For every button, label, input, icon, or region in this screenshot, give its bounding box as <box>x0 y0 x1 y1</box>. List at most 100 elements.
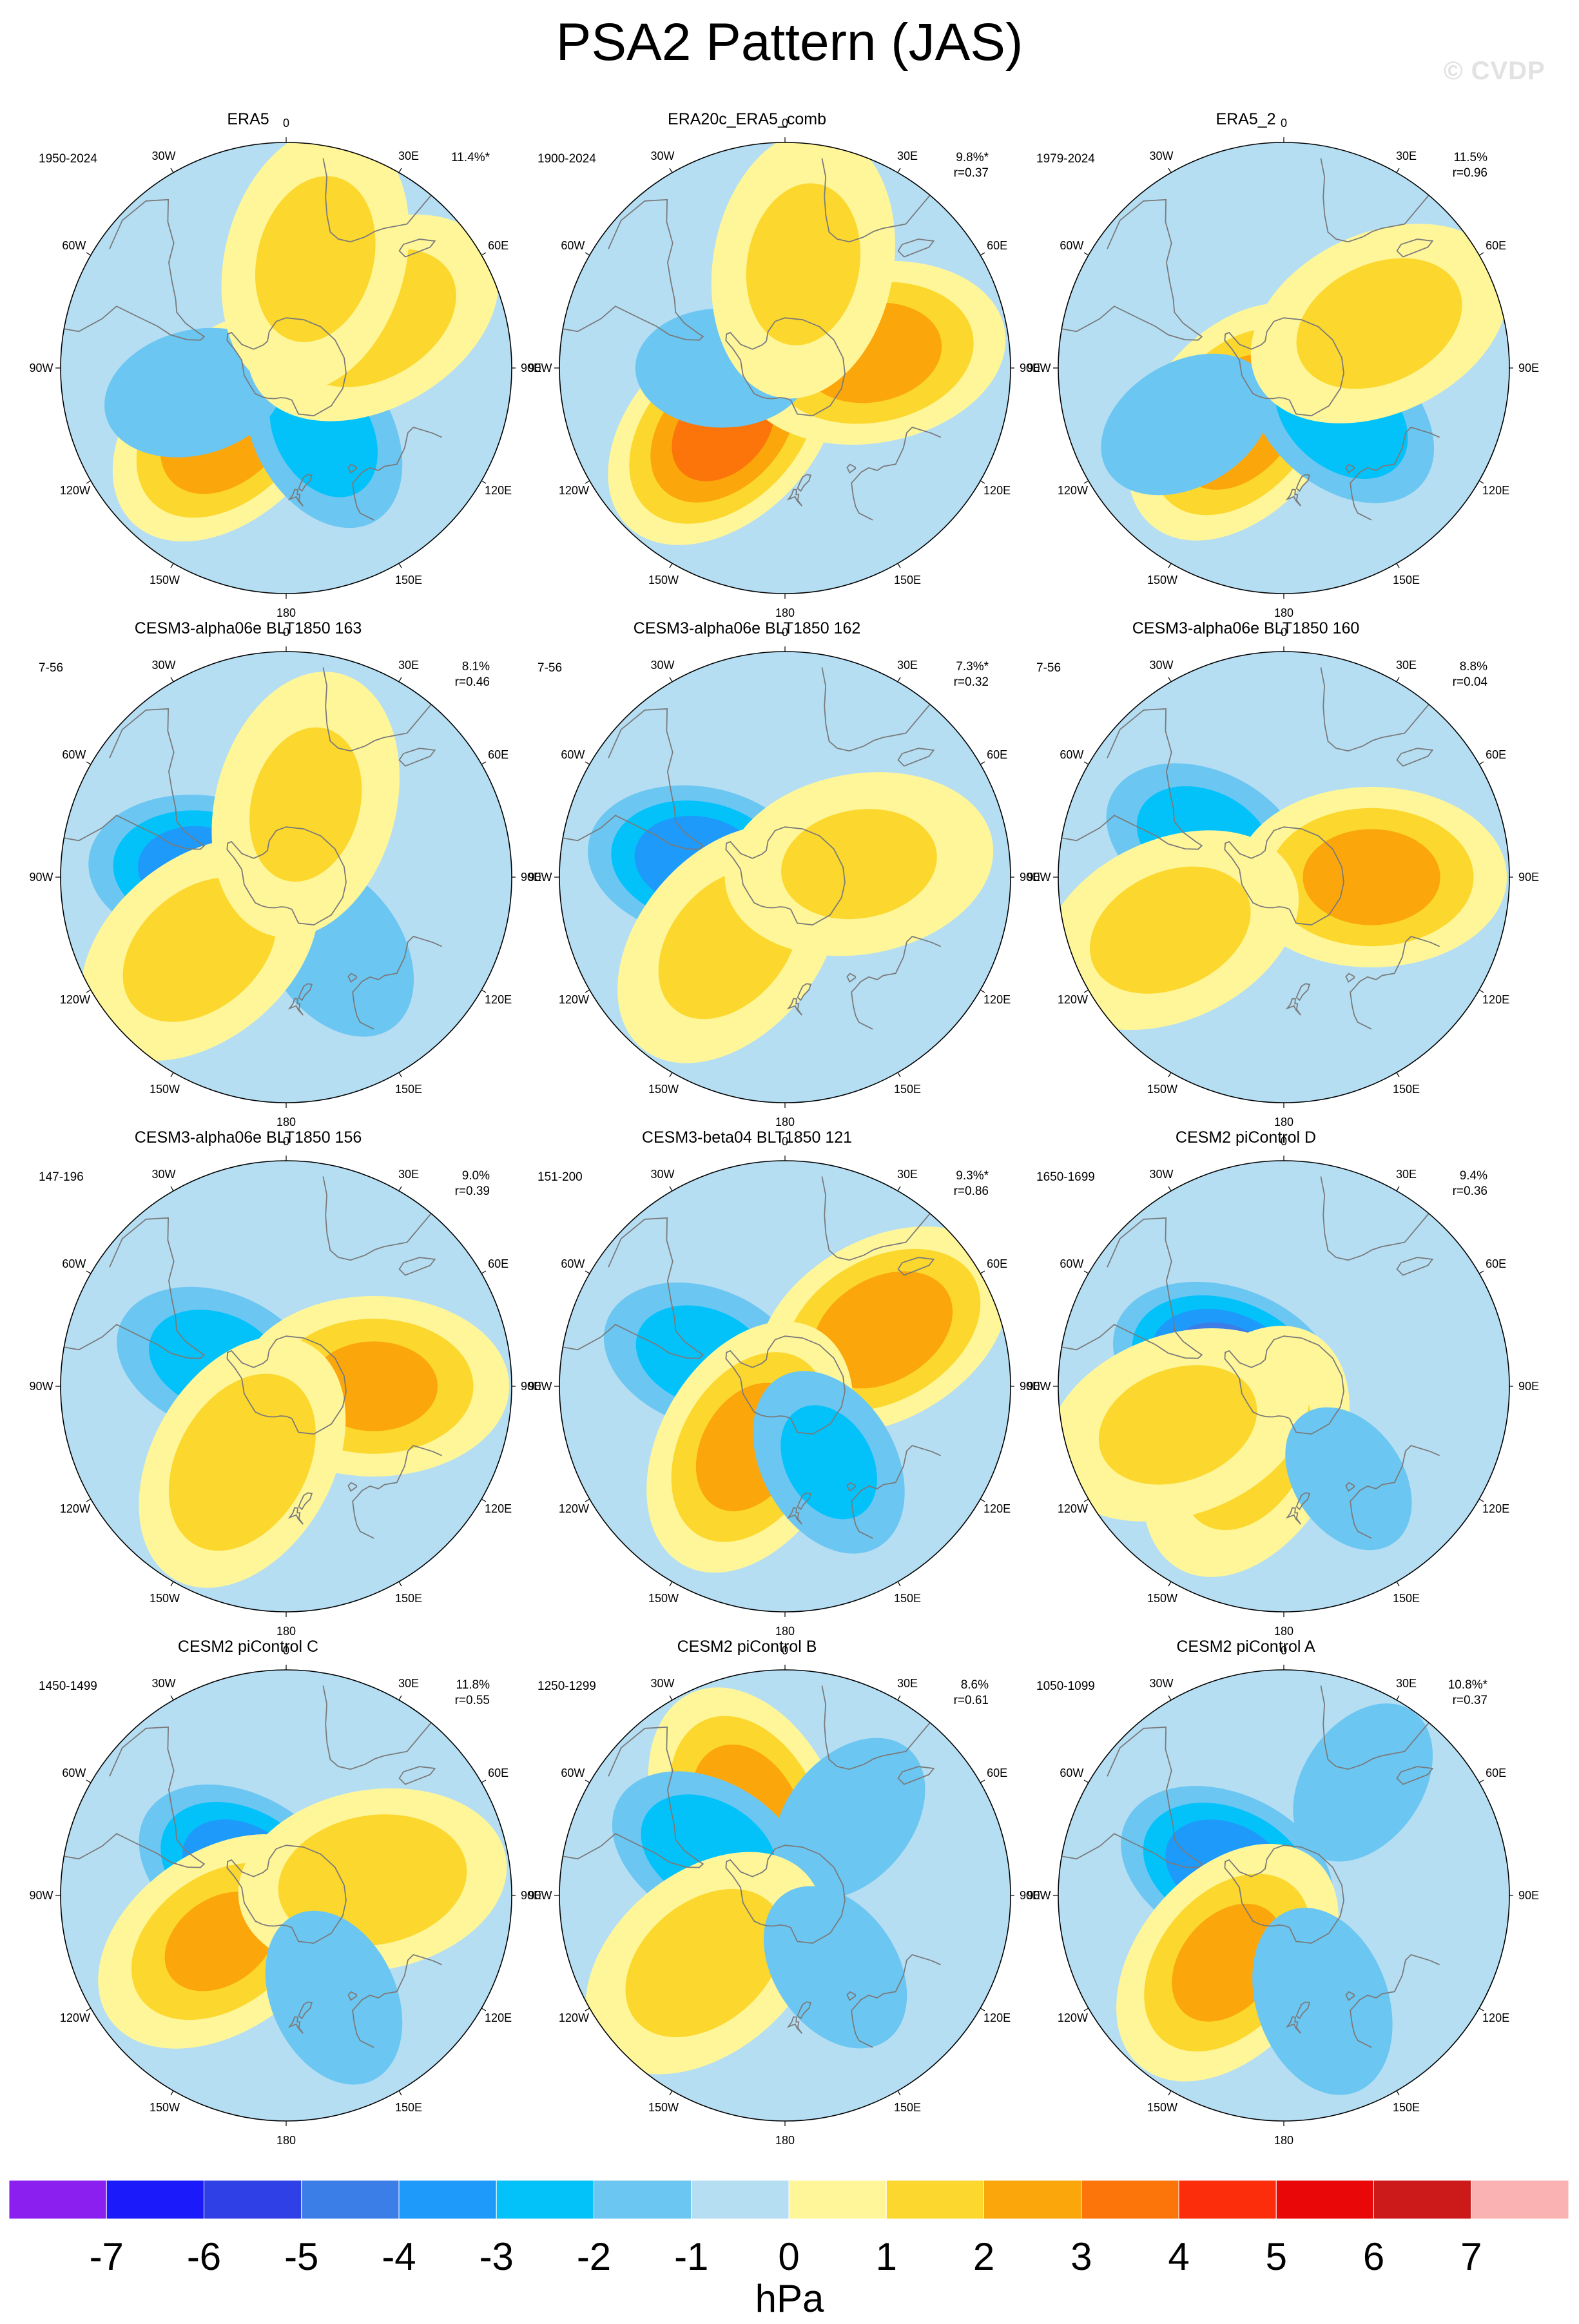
longitude-label: 90E <box>1518 1380 1540 1393</box>
longitude-label: 30W <box>650 1167 675 1181</box>
longitude-label: 120W <box>1057 2011 1088 2024</box>
panel-title: CESM2 piControl C <box>177 1638 319 1656</box>
longitude-label: 30W <box>650 658 675 672</box>
positive-anomaly <box>1098 1365 1257 1485</box>
panel-title: CESM3-beta04 BLT1850 121 <box>641 1128 853 1147</box>
longitude-label: 60W <box>561 1257 585 1270</box>
coastline <box>398 238 436 258</box>
coastline <box>1295 2001 1311 2020</box>
coastline <box>1396 1257 1434 1276</box>
longitude-label: 30E <box>398 149 420 162</box>
map-panel: CESM3-alpha06e BLT1850 156 0 30E 60E 90E 120E… <box>0 1128 541 1638</box>
coastline <box>1345 1991 1355 2001</box>
longitude-label: 60W <box>1060 239 1084 252</box>
coastline <box>287 2016 304 2034</box>
coastline <box>563 199 704 341</box>
longitude-label: 30W <box>151 1676 176 1690</box>
coastline <box>1061 1217 1203 1359</box>
colorbar-tick-label: -6 <box>186 2235 222 2278</box>
longitude-label: 150W <box>648 2101 679 2115</box>
coastline <box>398 748 436 767</box>
coastline <box>64 1217 206 1359</box>
coastline <box>725 1845 846 1944</box>
longitude-label: 90W <box>528 1889 552 1902</box>
variance-explained: 9.0% <box>461 1169 490 1183</box>
longitude-label: 120E <box>1482 2011 1510 2024</box>
negative-anomaly <box>773 1738 925 1899</box>
coastline <box>1320 667 1429 752</box>
colorbar-tick-label: -5 <box>284 2235 319 2278</box>
longitude-label: 120E <box>485 2011 512 2024</box>
coastline <box>298 983 313 1002</box>
longitude-label: 150W <box>1147 1083 1178 1096</box>
pattern-correlation: r=0.61 <box>953 1694 989 1707</box>
coastline <box>64 1726 206 1868</box>
coastline <box>1285 2016 1302 2034</box>
negative-anomaly <box>265 1910 403 2085</box>
longitude-label: 90E <box>1019 1889 1041 1902</box>
negative-anomaly <box>1285 1407 1412 1551</box>
coastline <box>398 1766 436 1785</box>
longitude-label: 150W <box>1147 1592 1178 1605</box>
coastline <box>64 199 206 341</box>
coastline <box>287 998 304 1016</box>
pattern-correlation: r=0.39 <box>454 1185 490 1198</box>
longitude-label: 150E <box>1392 1083 1420 1096</box>
coastline <box>1061 708 1203 850</box>
negative-anomaly <box>763 1886 907 2049</box>
longitude-label: 180 <box>276 2134 296 2147</box>
longitude-label: 150E <box>893 1083 922 1096</box>
longitude-label: 150W <box>1147 2101 1178 2115</box>
coastline <box>786 2016 803 2034</box>
polar-map <box>554 646 1014 1108</box>
colorbar-swatch <box>1275 2180 1374 2219</box>
longitude-label: 120E <box>983 2011 1011 2024</box>
longitude-label: 0 <box>781 1644 788 1657</box>
polar-map <box>55 1156 516 1617</box>
longitude-label: 180 <box>775 2134 795 2147</box>
longitude-label: 0 <box>1280 626 1287 639</box>
panel-title: CESM2 piControl D <box>1175 1128 1317 1147</box>
longitude-label: 30E <box>896 149 918 162</box>
variance-explained: 8.8% <box>1459 660 1487 673</box>
longitude-label: 180 <box>1274 606 1294 619</box>
panel-title: CESM3-alpha06e BLT1850 156 <box>134 1128 362 1147</box>
positive-anomaly <box>813 1271 953 1389</box>
coastline <box>846 463 857 474</box>
longitude-label: 30E <box>1395 1676 1417 1690</box>
pattern-correlation: r=0.46 <box>454 675 490 689</box>
coastline <box>725 1335 846 1435</box>
longitude-label: 60E <box>1486 1767 1507 1779</box>
coastline <box>352 426 442 521</box>
longitude-label: 90E <box>1019 1380 1041 1393</box>
year-range: 7-56 <box>1036 661 1061 675</box>
colorbar-tick-label: 1 <box>875 2235 897 2278</box>
longitude-label: 60E <box>488 1767 509 1779</box>
colorbar <box>9 2180 1569 2219</box>
negative-anomaly <box>780 1405 877 1520</box>
colorbar-tick-label: -1 <box>674 2235 709 2278</box>
longitude-label: 0 <box>1280 1644 1287 1657</box>
longitude-label: 120W <box>558 2011 589 2024</box>
coastline <box>287 489 304 507</box>
positive-anomaly <box>1296 258 1462 389</box>
longitude-label: 150W <box>1147 574 1178 587</box>
colorbar-swatch <box>788 2180 887 2219</box>
longitude-label: 60W <box>1060 1767 1084 1779</box>
coastline <box>1061 1726 1203 1868</box>
longitude-label: 60W <box>62 1767 86 1779</box>
colorbar-tick-label: 2 <box>973 2235 995 2278</box>
longitude-label: 150E <box>893 574 922 587</box>
polar-map <box>55 1665 516 2126</box>
longitude-label: 180 <box>775 1625 795 1638</box>
longitude-label: 90E <box>520 1889 542 1902</box>
map-panel: CESM3-alpha06e BLT1850 163 0 30E 60E 90E 120E… <box>0 619 541 1128</box>
coastline <box>298 1492 313 1511</box>
longitude-label: 30W <box>151 1167 176 1181</box>
colorbar-swatch <box>1373 2180 1472 2219</box>
longitude-label: 180 <box>775 1116 795 1128</box>
longitude-label: 60E <box>987 1767 1008 1779</box>
longitude-label: 0 <box>781 1135 788 1148</box>
pattern-correlation: r=0.86 <box>953 1185 989 1198</box>
longitude-label: 30E <box>398 1167 420 1181</box>
